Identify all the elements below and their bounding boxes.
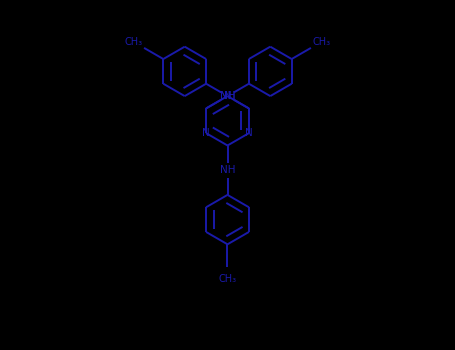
Text: N: N: [223, 91, 232, 101]
Text: NH: NH: [220, 165, 235, 175]
Text: N: N: [202, 128, 210, 138]
Text: CH₃: CH₃: [218, 274, 237, 284]
Text: CH₃: CH₃: [313, 37, 331, 47]
Text: NH: NH: [220, 91, 235, 101]
Text: CH₃: CH₃: [124, 37, 142, 47]
Text: NH: NH: [220, 91, 235, 101]
Text: N: N: [245, 128, 253, 138]
